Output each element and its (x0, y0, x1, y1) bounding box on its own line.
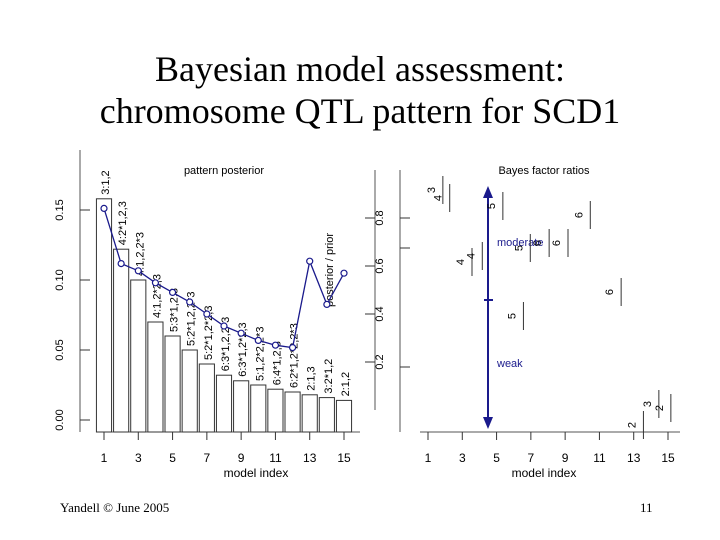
pattern-label: 4:2*1,2,3 (117, 201, 129, 245)
bayes-point-label: 6 (532, 240, 544, 246)
ratio-point (220, 322, 228, 330)
ratio-point (151, 279, 160, 287)
pattern-label: 6:3*1,2,2*3 (220, 317, 232, 371)
bayes-point-label: 5 (513, 245, 525, 251)
weak-label: weak (496, 358, 523, 370)
ratio-point (203, 310, 211, 318)
left-x-tick-label: 7 (204, 451, 211, 465)
posterior-bar (130, 279, 147, 433)
right-x-label: model index (512, 466, 577, 480)
bayes-point-label: 4 (433, 195, 445, 201)
ratio-point (288, 344, 297, 352)
left-panel: pattern posterior model index posterior … (54, 150, 386, 480)
ratio-point (117, 260, 125, 268)
bayes-point-label: 2 (626, 422, 638, 428)
ratio-point (168, 288, 177, 296)
left-right-y-label: posterior / prior (324, 233, 336, 307)
slide-title: Bayesian model assessment: chromosome QT… (0, 48, 720, 132)
right-ratio-tick-label: 0.2 (374, 354, 386, 369)
posterior-bar (284, 391, 301, 433)
ratio-point (100, 204, 108, 212)
left-x-label: model index (224, 466, 289, 480)
ratio-point (134, 267, 142, 275)
pattern-label: 3:2*1,2 (323, 359, 335, 394)
left-y-tick-label: 0.05 (54, 339, 66, 360)
right-x-tick-label: 5 (493, 451, 500, 465)
left-y-tick-label: 0.15 (54, 199, 66, 220)
left-x-tick-label: 15 (337, 451, 351, 465)
right-x-tick-label: 9 (562, 451, 569, 465)
pattern-label: 6:2*1,2*2,2*3 (289, 323, 301, 388)
bayes-factor-arrow-down (483, 417, 493, 429)
pattern-label: 4:1,2,2*3 (134, 232, 146, 276)
posterior-bar (215, 374, 233, 433)
pattern-label: 5:3*1,2,3 (169, 288, 181, 332)
ratio-point (306, 257, 314, 265)
pattern-label: 3:1,2 (100, 170, 112, 194)
ratio-point (254, 336, 262, 344)
posterior-bar (250, 384, 267, 433)
pattern-label: 2:1,2 (340, 372, 352, 396)
right-x-tick-label: 13 (627, 451, 641, 465)
bayes-point-label: 6 (551, 240, 563, 246)
posterior-bar (95, 198, 113, 433)
bayes-point-label: 5 (486, 203, 498, 209)
pattern-label: 2:1,3 (306, 366, 318, 390)
right-x-tick-label: 15 (661, 451, 675, 465)
posterior-bar (147, 321, 164, 433)
pattern-label: 5:1,2*2,2*3 (254, 327, 266, 381)
posterior-bar (164, 335, 181, 433)
bayes-point-label: 3 (426, 187, 438, 193)
left-y-tick-label: 0.10 (54, 269, 66, 290)
right-x-tick-label: 1 (425, 451, 432, 465)
right-x-tick-label: 3 (459, 451, 466, 465)
left-x-tick-label: 9 (238, 451, 245, 465)
pattern-label: 6:4*1,2,3 (271, 341, 283, 385)
footer-credit: Yandell © June 2005 (60, 500, 170, 515)
left-x-tick-label: 1 (101, 451, 108, 465)
ratio-point (271, 341, 280, 349)
right-ratio-tick-label: 0.4 (374, 306, 386, 321)
posterior-bar (198, 363, 215, 433)
posterior-bar (301, 394, 318, 433)
right-x-tick-label: 11 (593, 451, 606, 465)
bayes-point-label: 4 (465, 253, 477, 259)
ratio-point (186, 298, 194, 306)
posterior-bar (181, 349, 198, 433)
right-x-tick-label: 7 (528, 451, 535, 465)
left-x-tick-label: 5 (169, 451, 176, 465)
page-number: 11 (640, 500, 653, 515)
ratio-point (340, 269, 348, 277)
left-x-tick-label: 13 (303, 451, 317, 465)
bayes-point-label: 6 (604, 289, 616, 295)
title-line-2: chromosome QTL pattern for SCD1 (99, 91, 621, 131)
right-chart-title: Bayes factor ratios (498, 165, 590, 177)
left-y-tick-label: 0.00 (54, 409, 66, 430)
left-x-tick-label: 11 (269, 451, 282, 465)
ratio-point (237, 329, 245, 337)
pattern-label: 5:2*1,2*2,3 (203, 306, 215, 360)
posterior-bar (113, 248, 130, 433)
bayes-point-label: 2 (654, 405, 666, 411)
right-panel: Bayes factor ratios moderate weak model … (399, 165, 680, 480)
left-x-tick-label: 3 (135, 451, 142, 465)
title-line-1: Bayesian model assessment: (155, 49, 565, 89)
posterior-bar (233, 380, 250, 433)
bayes-point-label: 5 (506, 313, 518, 319)
bayes-point-label: 3 (642, 401, 654, 407)
posterior-bar (335, 399, 353, 433)
posterior-bar (267, 388, 284, 433)
bayes-point-label: 6 (573, 212, 585, 218)
moderate-label: moderate (497, 237, 543, 249)
ratio-point (323, 300, 331, 308)
posterior-bar (318, 397, 335, 433)
bayes-point-label: 4 (455, 259, 467, 265)
left-chart-title: pattern posterior (184, 165, 264, 177)
right-ratio-tick-label: 0.8 (374, 210, 386, 225)
bayes-factor-arrow-up (483, 186, 493, 198)
right-ratio-tick-label: 0.6 (374, 258, 386, 273)
